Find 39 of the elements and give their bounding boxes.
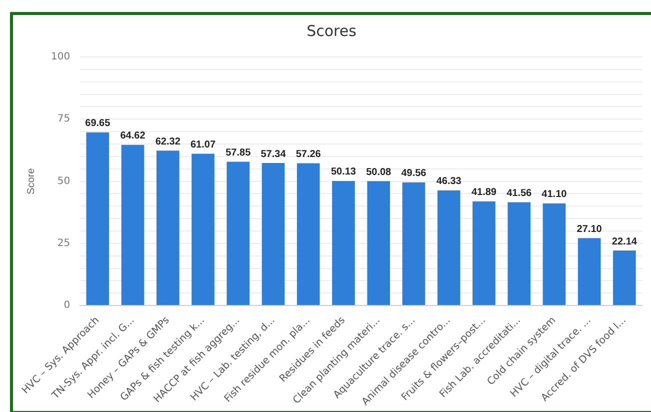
data-label: 41.89 (471, 187, 497, 198)
bar (296, 163, 320, 306)
bar (226, 162, 250, 306)
data-label: 50.08 (366, 166, 392, 178)
bar (437, 190, 460, 306)
bar (86, 132, 110, 306)
bar (613, 250, 636, 306)
bar (402, 182, 426, 306)
bar (542, 203, 566, 306)
data-label: 41.56 (506, 188, 532, 199)
bar (508, 202, 530, 306)
data-label: 57.85 (226, 148, 252, 159)
bar (332, 180, 355, 306)
y-tick-label: 75 (57, 114, 70, 125)
data-label: 27.10 (576, 224, 602, 235)
bar (262, 163, 285, 306)
data-label: 64.62 (120, 130, 146, 142)
data-label: 46.33 (436, 176, 462, 188)
y-tick-label: 100 (50, 52, 70, 63)
data-label: 62.32 (155, 136, 181, 148)
data-label: 41.10 (542, 189, 568, 200)
bar (192, 154, 214, 306)
bar (156, 150, 180, 306)
data-label: 69.65 (85, 118, 111, 130)
bar (367, 181, 390, 306)
data-label: 22.14 (612, 236, 638, 248)
data-label: 61.07 (190, 140, 216, 151)
y-axis-title: Score (26, 168, 37, 194)
data-label: 57.26 (296, 148, 322, 160)
data-label: 50.13 (330, 166, 356, 178)
bar (121, 144, 144, 306)
y-tick-label: 0 (64, 300, 70, 312)
y-tick-label: 25 (57, 238, 70, 249)
bar (578, 238, 601, 306)
y-tick-label: 50 (57, 176, 70, 187)
data-label: 49.56 (401, 168, 427, 180)
chart-title: Scores (306, 22, 357, 40)
bar (472, 201, 496, 306)
data-label: 57.34 (260, 148, 286, 160)
